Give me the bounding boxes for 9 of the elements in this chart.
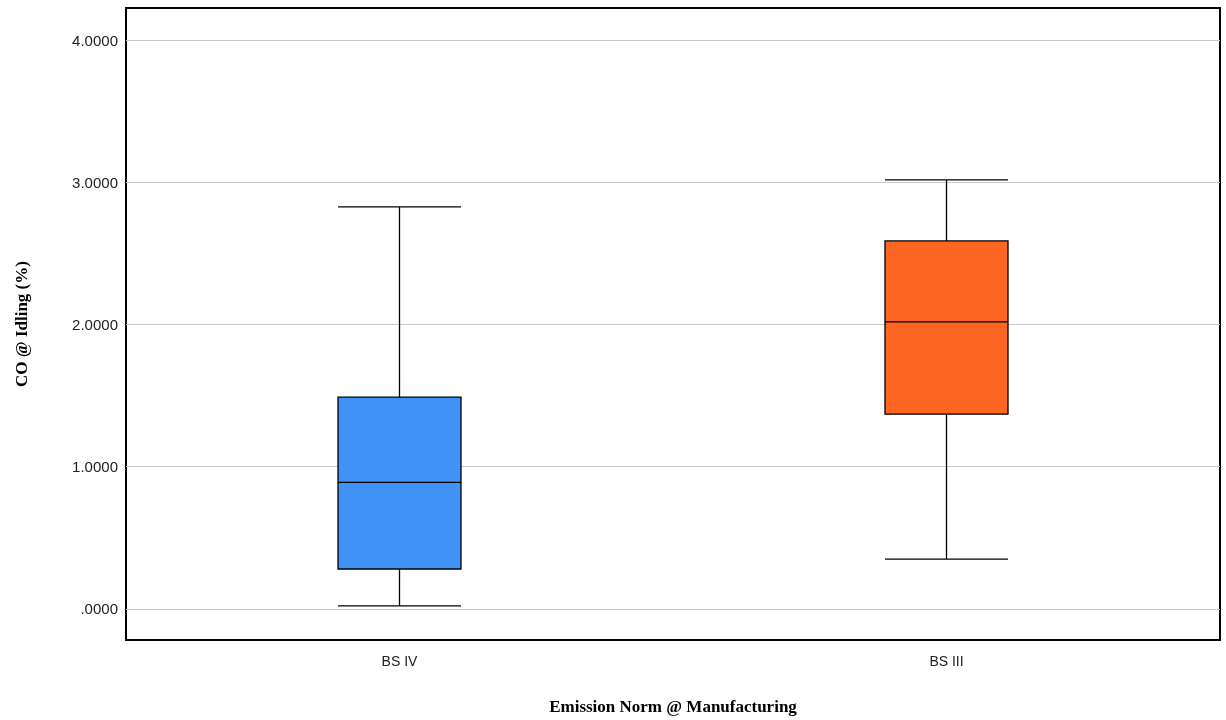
y-tick-label: 2.0000 [72,316,118,334]
y-tick-label: 4.0000 [72,32,118,50]
x-tick-label: BS IV [381,653,419,669]
x-tick-label: BS III [929,653,964,669]
y-tick-label: .0000 [80,600,118,618]
x-axis-title: Emission Norm @ Manufacturing [549,697,798,716]
y-tick-label: 3.0000 [72,174,118,192]
y-axis-title: CO @ Idling (%) [12,261,31,387]
y-tick-label: 1.0000 [72,458,118,476]
